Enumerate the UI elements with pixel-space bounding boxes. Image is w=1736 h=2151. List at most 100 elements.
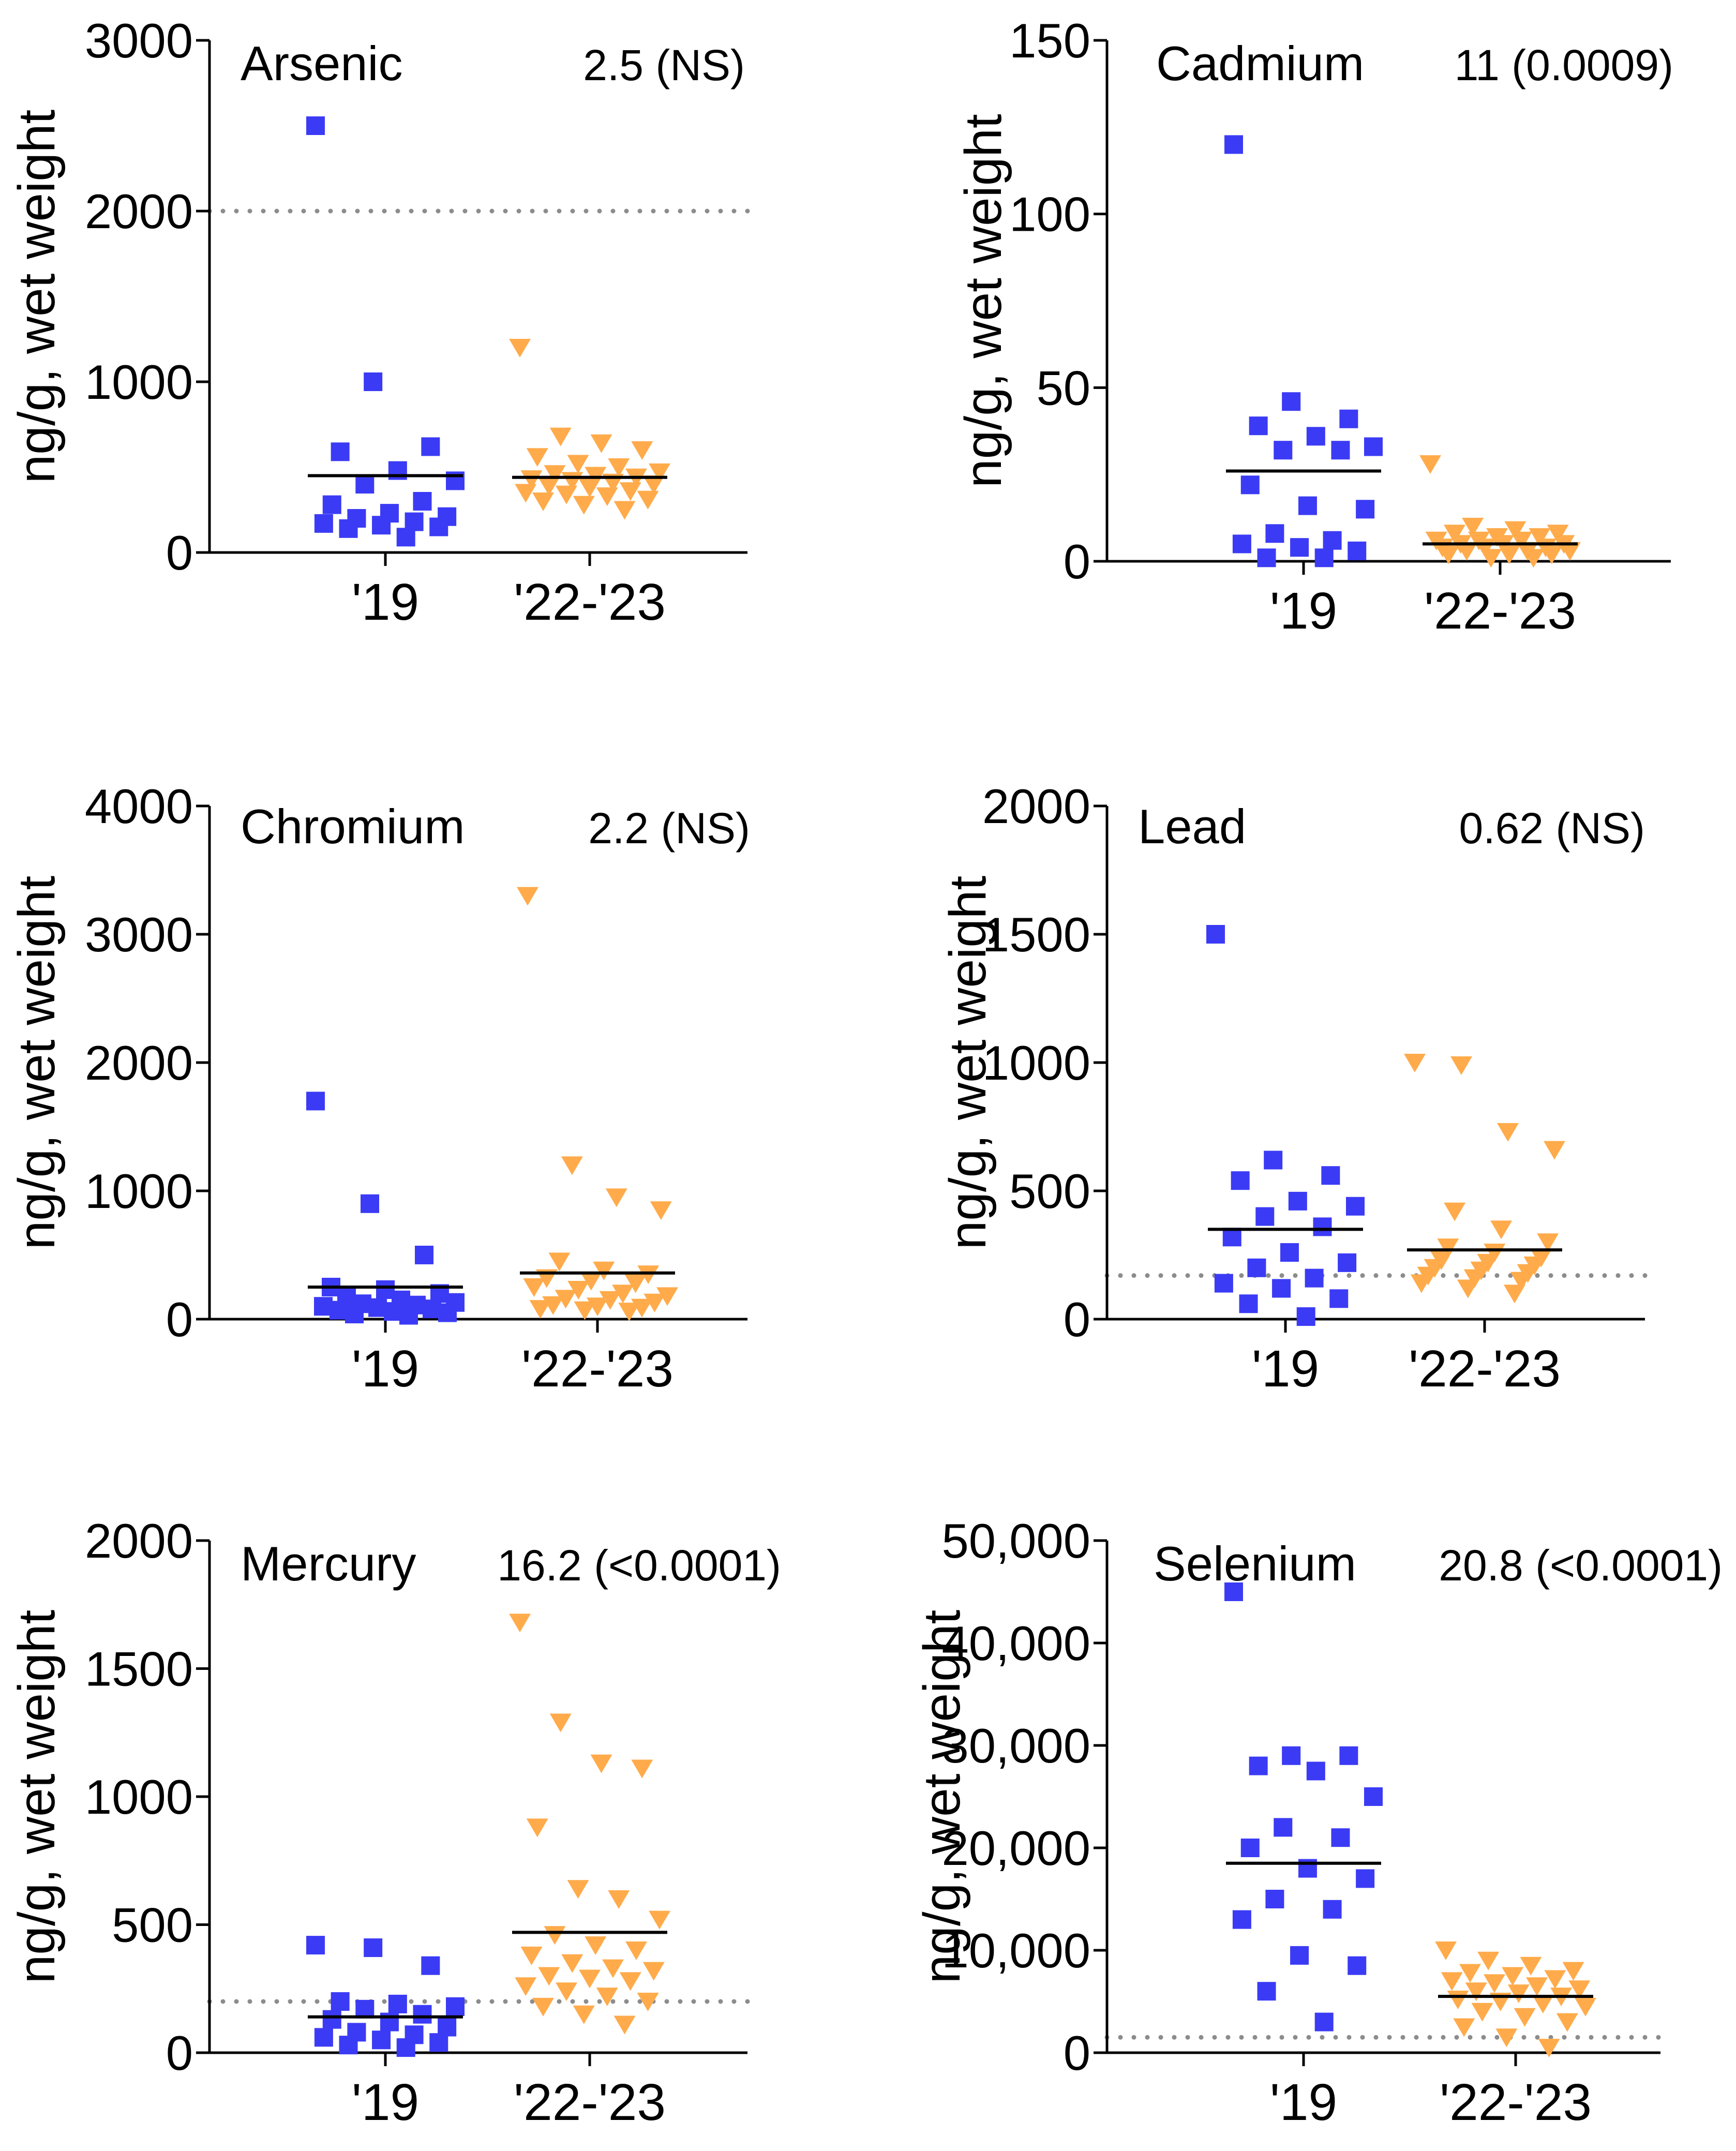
data-point-square xyxy=(413,492,432,511)
y-tick-label: 500 xyxy=(112,1898,193,1952)
panel-title: Arsenic xyxy=(241,36,402,91)
data-point-triangle xyxy=(619,482,641,501)
data-point-square xyxy=(1331,1828,1350,1847)
data-point-triangle xyxy=(1503,1284,1525,1304)
data-point-triangle xyxy=(1540,545,1563,564)
data-point-triangle xyxy=(1507,1984,1530,2004)
data-point-triangle xyxy=(1538,2039,1560,2058)
data-point-triangle xyxy=(579,1969,601,1989)
series-y2019 xyxy=(306,1936,465,2057)
data-point-triangle xyxy=(520,470,543,489)
y-axis-title: ng/g, wet weight xyxy=(8,875,66,1249)
data-point-triangle xyxy=(625,1941,647,1960)
y-tick-label: 3000 xyxy=(85,13,193,68)
data-point-square xyxy=(1249,416,1268,436)
y-tick-label: 0 xyxy=(1064,1292,1090,1347)
data-point-square xyxy=(1265,1890,1284,1908)
series-y2019 xyxy=(1206,925,1365,1326)
data-point-triangle xyxy=(580,1272,602,1291)
y-axis-title: ng/g, wet weight xyxy=(954,114,1012,488)
y-tick-label: 100 xyxy=(1009,187,1090,242)
data-point-triangle xyxy=(1532,1994,1554,2013)
data-point-triangle xyxy=(1438,545,1460,564)
data-point-square xyxy=(1232,534,1251,554)
data-point-triangle xyxy=(590,1754,612,1773)
panel-title: Chromium xyxy=(241,799,465,854)
data-point-triangle xyxy=(532,492,554,511)
data-point-triangle xyxy=(1495,2028,1518,2048)
data-point-triangle xyxy=(1462,517,1484,536)
series-y2022-2023 xyxy=(1419,455,1581,568)
data-point-triangle xyxy=(532,1997,554,2016)
y-axis-title: ng/g, wet weight xyxy=(8,109,66,483)
y-axis-title: ng/g, wet weight xyxy=(913,1609,971,1983)
data-point-triangle xyxy=(1522,549,1545,568)
data-point-square xyxy=(1323,531,1342,550)
data-point-triangle xyxy=(549,427,572,446)
data-point-square xyxy=(1356,1869,1375,1888)
data-point-square xyxy=(1298,496,1317,515)
y-tick-label: 10,000 xyxy=(941,1923,1090,1978)
data-point-triangle xyxy=(1556,2013,1578,2032)
data-point-square xyxy=(1338,1253,1357,1272)
x-tick-label: '22-'23 xyxy=(521,1340,674,1398)
series-y2022-2023 xyxy=(509,1614,670,2035)
data-point-triangle xyxy=(548,1252,571,1272)
test-statistic: 0.62 (NS) xyxy=(1459,804,1645,853)
data-point-square xyxy=(1346,1197,1365,1216)
data-point-triangle xyxy=(515,1977,537,1996)
data-point-triangle xyxy=(509,339,531,357)
data-point-square xyxy=(306,1092,325,1111)
y-tick-label: 1000 xyxy=(85,1770,193,1824)
data-point-square xyxy=(415,1246,433,1264)
data-point-triangle xyxy=(1465,1982,1487,2001)
data-point-triangle xyxy=(529,1300,551,1319)
data-point-square xyxy=(1240,475,1260,495)
test-statistic: 2.5 (NS) xyxy=(583,41,745,89)
data-point-square xyxy=(322,495,341,514)
data-point-triangle xyxy=(637,490,659,510)
data-point-triangle xyxy=(1547,525,1569,544)
data-point-triangle xyxy=(1471,2003,1493,2022)
data-point-square xyxy=(1356,500,1375,519)
series-y2019 xyxy=(306,116,465,547)
test-statistic: 16.2 (<0.0001) xyxy=(497,1541,781,1590)
data-point-square xyxy=(421,1956,440,1975)
data-point-triangle xyxy=(520,1946,543,1965)
y-tick-label: 0 xyxy=(1064,534,1090,589)
data-point-square xyxy=(1232,1910,1251,1929)
data-point-square xyxy=(1240,1839,1260,1857)
data-point-square xyxy=(1264,1151,1283,1170)
data-point-triangle xyxy=(561,1954,583,1973)
data-point-square xyxy=(1265,524,1284,543)
data-point-triangle xyxy=(608,1890,630,1909)
data-point-triangle xyxy=(1529,528,1551,547)
x-tick-label: '19 xyxy=(352,1340,419,1398)
data-point-triangle xyxy=(613,501,636,520)
data-point-square xyxy=(1255,1207,1275,1226)
data-point-triangle xyxy=(538,477,560,496)
data-point-square xyxy=(396,2038,415,2057)
data-point-square xyxy=(1321,1166,1340,1185)
panel-chromium: 0 1000 2000 3000 4000 '19 '22-'23 ng/g, wet wei… xyxy=(8,779,750,1398)
data-point-triangle xyxy=(650,1201,672,1220)
data-point-triangle xyxy=(631,1759,653,1779)
y-tick-label: 2000 xyxy=(982,779,1090,833)
data-point-triangle xyxy=(1502,1967,1524,1986)
data-point-square xyxy=(306,116,325,135)
data-point-triangle xyxy=(555,1290,577,1309)
data-point-square xyxy=(364,372,383,391)
data-point-triangle xyxy=(523,1278,545,1297)
test-statistic: 11 (0.0009) xyxy=(1455,41,1673,89)
x-tick-label: '19 xyxy=(1270,2073,1337,2131)
data-point-triangle xyxy=(515,484,537,503)
data-point-square xyxy=(388,1994,407,2013)
data-point-square xyxy=(331,1992,350,2011)
data-point-triangle xyxy=(1456,542,1478,561)
data-point-square xyxy=(1288,1191,1307,1211)
data-point-triangle xyxy=(1510,531,1533,550)
y-tick-label: 30,000 xyxy=(941,1719,1090,1773)
data-point-triangle xyxy=(631,441,653,460)
panel-mercury: 0 500 1000 1500 2000 '19 '22-'23 ng/g, wet weig… xyxy=(8,1514,781,2131)
